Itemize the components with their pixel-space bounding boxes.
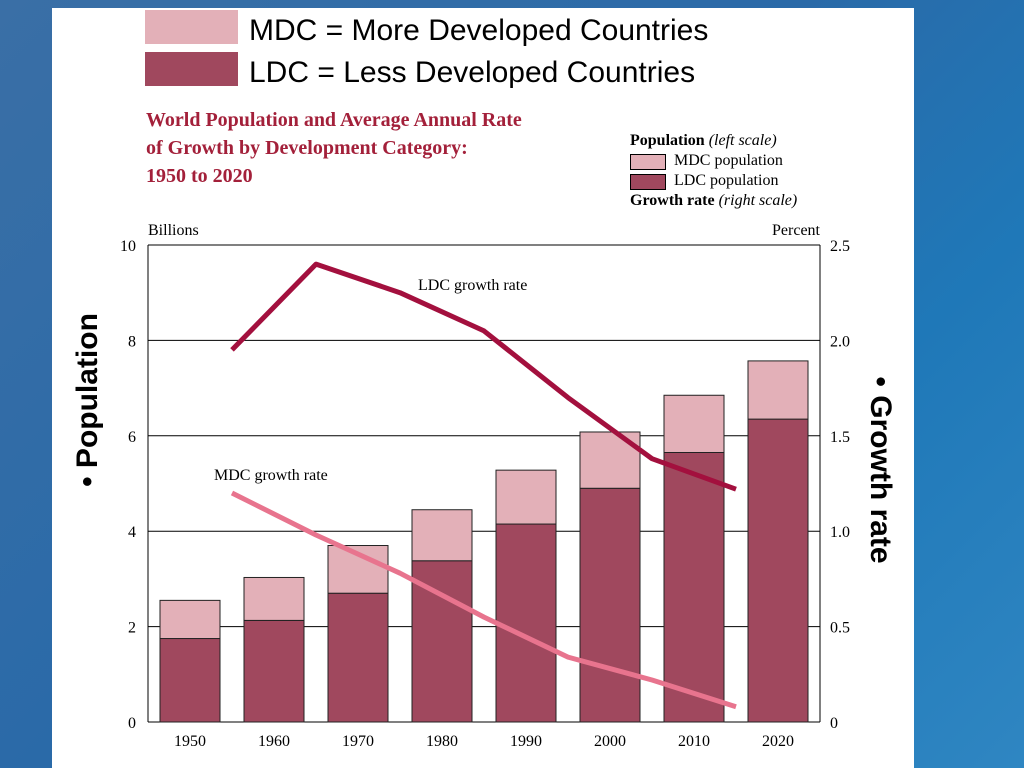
legend-row-ldc: LDC = Less Developed Countries — [145, 52, 785, 92]
chart-title-line-2: of Growth by Development Category: — [146, 137, 468, 159]
bar-ldc-2010 — [663, 451, 725, 723]
ldc-swatch — [145, 52, 238, 86]
mdc-growth-label: MDC growth rate — [214, 467, 328, 484]
right-tick-label: 1.0 — [830, 524, 850, 541]
bar-mdc-1980 — [411, 509, 473, 562]
bar-ldc-1980 — [411, 560, 473, 723]
chart-title-line-3: 1950 to 2020 — [146, 165, 253, 187]
x-tick-label: 2010 — [678, 733, 710, 750]
legend-label-ldc: LDC population — [674, 172, 779, 189]
x-tick-label: 1980 — [426, 733, 458, 750]
ldc-growth-label: LDC growth rate — [418, 277, 527, 294]
bar-ldc-1950 — [159, 638, 221, 723]
chart-title: World Population and Average Annual Rate… — [146, 106, 522, 190]
chart-title-line-1: World Population and Average Annual Rate — [146, 109, 522, 131]
x-tick-label: 1950 — [174, 733, 206, 750]
legend-swatch-ldc — [630, 174, 666, 190]
bar-ldc-1990 — [495, 523, 557, 723]
right-tick-label: 0 — [830, 715, 838, 732]
bar-mdc-1990 — [495, 469, 557, 525]
legend-item-mdc: MDC population — [630, 151, 797, 171]
left-tick-label: 0 — [128, 715, 136, 732]
mdc-legend-label: MDC = More Developed Countries — [249, 14, 709, 47]
bar-ldc-2020 — [747, 418, 809, 723]
bar-ldc-1970 — [327, 592, 389, 723]
chart-legend: Population (left scale) MDC population L… — [630, 131, 797, 211]
legend-label-mdc: MDC population — [674, 152, 783, 169]
right-tick-label: 1.5 — [830, 429, 850, 446]
bar-mdc-2010 — [663, 394, 725, 453]
bar-mdc-1960 — [243, 576, 305, 621]
x-tick-label: 2000 — [594, 733, 626, 750]
left-tick-label: 2 — [128, 620, 136, 637]
x-tick-label: 1970 — [342, 733, 374, 750]
legend-growth-header: Growth rate (right scale) — [630, 192, 798, 209]
mdc-swatch — [145, 10, 238, 44]
x-tick-label: 2020 — [762, 733, 794, 750]
left-axis-label: Billions — [148, 222, 199, 239]
ldc-growth-line — [230, 261, 737, 492]
bar-mdc-1950 — [159, 599, 221, 640]
x-tick-label: 1960 — [258, 733, 290, 750]
right-tick-label: 2.5 — [830, 238, 850, 255]
legend-item-ldc: LDC population — [630, 171, 797, 191]
right-tick-label: 0.5 — [830, 620, 850, 637]
bar-ldc-1960 — [243, 619, 305, 723]
right-axis-label: Percent — [772, 222, 821, 239]
right-tick-label: 2.0 — [830, 333, 850, 350]
left-tick-label: 6 — [128, 429, 136, 446]
legend-population-header: Population (left scale) — [630, 132, 777, 149]
left-tick-label: 10 — [120, 238, 136, 255]
bar-ldc-2000 — [579, 487, 641, 723]
mdc-growth-line — [230, 490, 737, 710]
legend-swatch-mdc — [630, 154, 666, 170]
ldc-legend-label: LDC = Less Developed Countries — [249, 56, 696, 89]
x-tick-label: 1990 — [510, 733, 542, 750]
left-tick-label: 4 — [128, 524, 136, 541]
legend-row-mdc: MDC = More Developed Countries — [145, 10, 785, 50]
left-tick-label: 8 — [128, 333, 136, 350]
bar-mdc-2020 — [747, 360, 809, 420]
